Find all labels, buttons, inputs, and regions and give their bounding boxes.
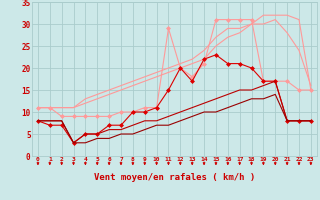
X-axis label: Vent moyen/en rafales ( km/h ): Vent moyen/en rafales ( km/h ) [94, 174, 255, 182]
